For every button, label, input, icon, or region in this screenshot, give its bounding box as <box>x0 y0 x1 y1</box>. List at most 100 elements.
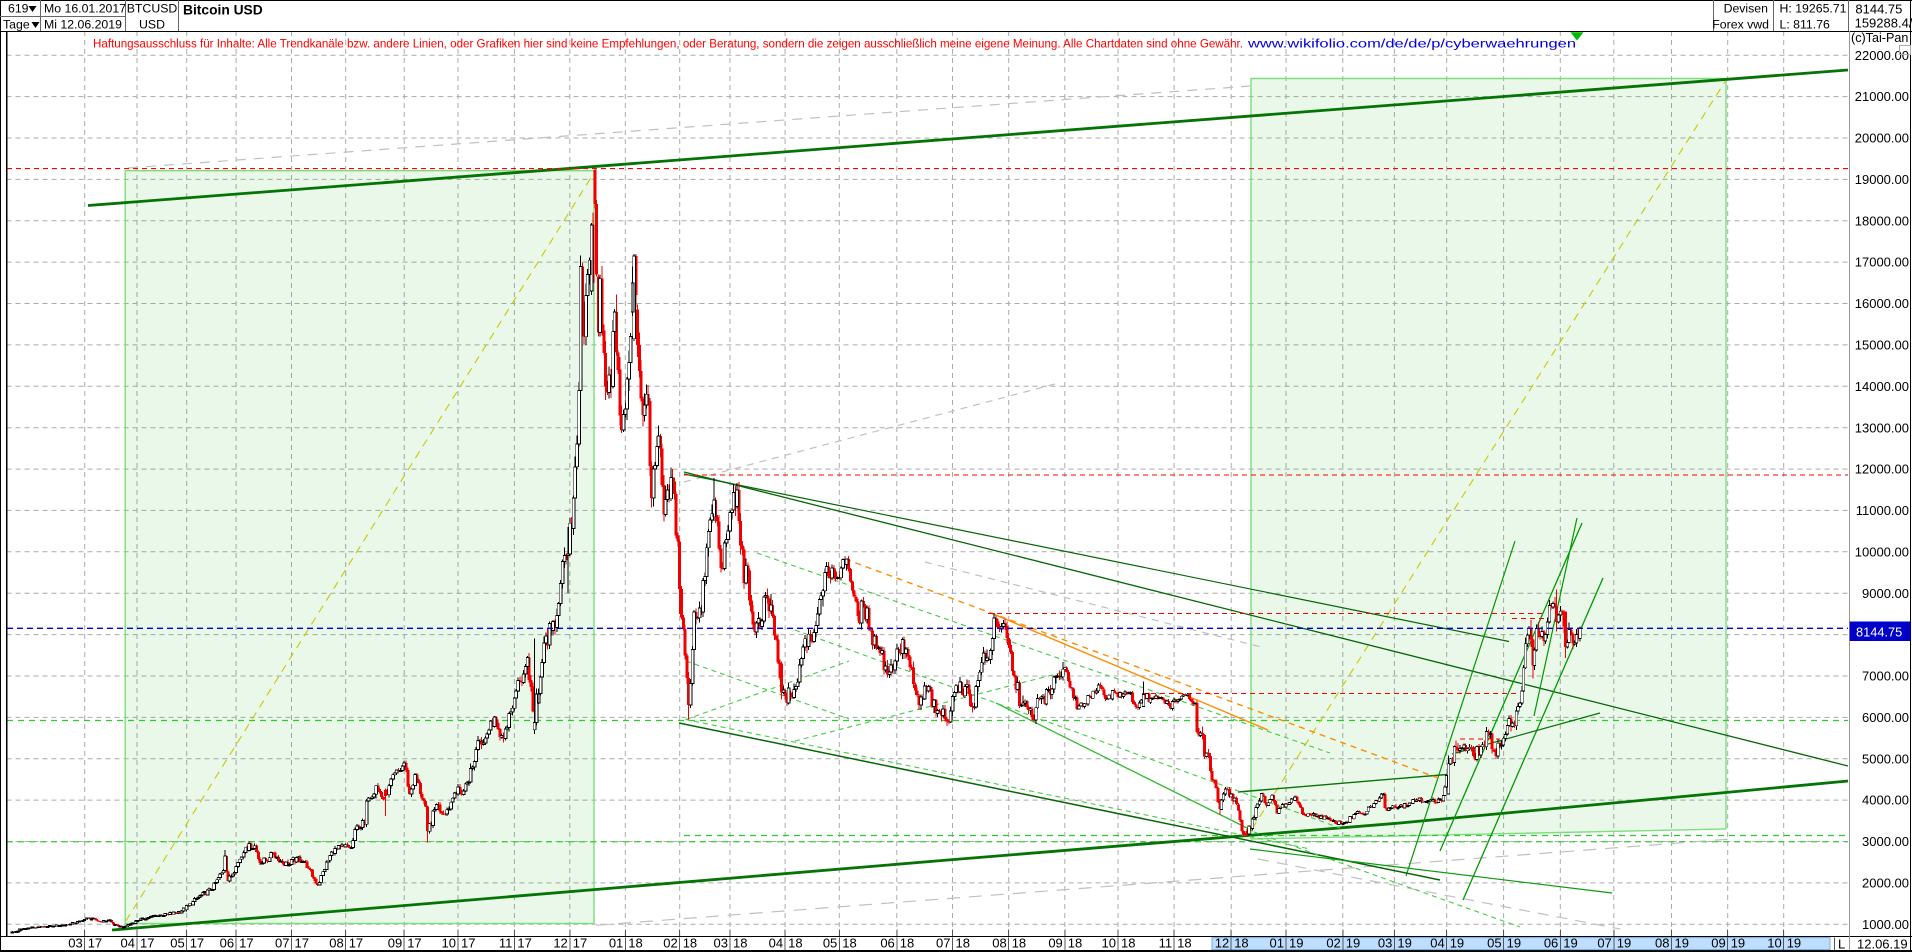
svg-text:19: 19 <box>1617 936 1631 951</box>
svg-text:18: 18 <box>1012 936 1026 951</box>
svg-text:17: 17 <box>517 936 531 951</box>
svg-text:18: 18 <box>683 936 697 951</box>
svg-text:19: 19 <box>1675 936 1689 951</box>
svg-text:BTCUSD: BTCUSD <box>127 2 178 16</box>
svg-text:Mi 12.06.2019: Mi 12.06.2019 <box>44 18 122 32</box>
svg-text:18: 18 <box>1234 936 1248 951</box>
svg-text:4000.00: 4000.00 <box>1862 793 1909 808</box>
svg-text:05: 05 <box>1487 936 1501 951</box>
svg-text:8144.75: 8144.75 <box>1855 2 1902 17</box>
svg-text:18: 18 <box>733 936 747 951</box>
svg-text:8144.75: 8144.75 <box>1856 625 1902 640</box>
svg-text:17: 17 <box>239 936 253 951</box>
svg-text:02: 02 <box>1326 936 1340 951</box>
svg-text:18: 18 <box>1121 936 1135 951</box>
svg-text:11: 11 <box>499 936 513 951</box>
svg-text:12000.00: 12000.00 <box>1855 462 1909 477</box>
svg-text:19: 19 <box>1450 936 1464 951</box>
svg-text:5000.00: 5000.00 <box>1862 751 1909 766</box>
svg-text:14000.00: 14000.00 <box>1855 379 1909 394</box>
svg-text:19: 19 <box>1289 936 1303 951</box>
svg-text:09: 09 <box>1048 936 1062 951</box>
svg-text:01: 01 <box>1270 936 1284 951</box>
svg-text:08: 08 <box>1655 936 1669 951</box>
svg-text:11: 11 <box>1159 936 1173 951</box>
svg-text:02: 02 <box>663 936 677 951</box>
svg-text:10: 10 <box>1102 936 1116 951</box>
svg-text:17: 17 <box>573 936 587 951</box>
svg-text:17: 17 <box>461 936 475 951</box>
svg-text:18: 18 <box>842 936 856 951</box>
svg-text:19: 19 <box>1507 936 1521 951</box>
svg-text:18: 18 <box>956 936 970 951</box>
svg-text:159288.4/: 159288.4/ <box>1855 16 1912 31</box>
svg-text:18: 18 <box>1068 936 1082 951</box>
svg-text:16000.00: 16000.00 <box>1855 296 1909 311</box>
svg-text:01: 01 <box>609 936 623 951</box>
svg-text:H: 19265.71: H: 19265.71 <box>1780 2 1847 16</box>
svg-text:13000.00: 13000.00 <box>1855 420 1909 435</box>
svg-text:03: 03 <box>68 936 82 951</box>
svg-text:19: 19 <box>1731 936 1745 951</box>
svg-text:6000.00: 6000.00 <box>1862 710 1909 725</box>
svg-text:Devisen: Devisen <box>1724 2 1769 16</box>
svg-text:10000.00: 10000.00 <box>1855 544 1909 559</box>
svg-text:L: 811.76: L: 811.76 <box>1780 18 1831 32</box>
svg-text:17: 17 <box>295 936 309 951</box>
svg-text:19000.00: 19000.00 <box>1855 172 1909 187</box>
svg-text:11000.00: 11000.00 <box>1856 503 1909 518</box>
svg-text:19: 19 <box>1346 936 1360 951</box>
svg-text:Haftungsausschluss für Inhalte: Haftungsausschluss für Inhalte: Alle Tre… <box>93 37 1243 51</box>
svg-text:08: 08 <box>992 936 1006 951</box>
svg-text:17: 17 <box>88 936 102 951</box>
svg-text:2000.00: 2000.00 <box>1862 876 1909 891</box>
svg-text:09: 09 <box>1711 936 1725 951</box>
svg-text:12: 12 <box>1215 936 1229 951</box>
svg-text:05: 05 <box>170 936 184 951</box>
svg-text:17: 17 <box>407 936 421 951</box>
svg-text:10: 10 <box>1767 936 1781 951</box>
svg-text:06: 06 <box>880 936 894 951</box>
svg-text:03: 03 <box>714 936 728 951</box>
svg-text:18000.00: 18000.00 <box>1855 213 1909 228</box>
svg-text:03: 03 <box>1378 936 1392 951</box>
svg-text:Mo 16.01.2017: Mo 16.01.2017 <box>44 2 126 16</box>
svg-text:Forex vwd: Forex vwd <box>1712 18 1769 32</box>
svg-text:06: 06 <box>220 936 234 951</box>
svg-text:www.wikifolio.com/de/de/p/cybe: www.wikifolio.com/de/de/p/cyberwaehrunge… <box>1247 37 1576 51</box>
svg-text:619: 619 <box>8 2 29 16</box>
svg-text:18: 18 <box>788 936 802 951</box>
svg-text:17: 17 <box>190 936 204 951</box>
svg-text:21000.00: 21000.00 <box>1855 89 1909 104</box>
svg-text:USD: USD <box>139 18 165 32</box>
svg-text:05: 05 <box>823 936 837 951</box>
svg-text:9000.00: 9000.00 <box>1862 586 1909 601</box>
svg-text:07: 07 <box>936 936 950 951</box>
svg-text:20000.00: 20000.00 <box>1855 131 1909 146</box>
svg-text:07: 07 <box>1597 936 1611 951</box>
svg-text:10: 10 <box>442 936 456 951</box>
svg-text:18: 18 <box>1177 936 1191 951</box>
svg-text:18: 18 <box>900 936 914 951</box>
svg-text:06: 06 <box>1544 936 1558 951</box>
svg-text:07: 07 <box>275 936 289 951</box>
svg-text:18: 18 <box>628 936 642 951</box>
svg-text:19: 19 <box>1563 936 1577 951</box>
svg-text:04: 04 <box>121 936 135 951</box>
svg-text:7000.00: 7000.00 <box>1862 669 1909 684</box>
svg-text:1000.00: 1000.00 <box>1862 917 1909 932</box>
svg-text:12.06.19: 12.06.19 <box>1857 937 1908 952</box>
svg-text:19: 19 <box>1397 936 1411 951</box>
svg-text:3000.00: 3000.00 <box>1862 834 1909 849</box>
svg-text:17: 17 <box>140 936 154 951</box>
svg-text:04: 04 <box>769 936 783 951</box>
svg-text:08: 08 <box>329 936 343 951</box>
svg-text:Bitcoin USD: Bitcoin USD <box>183 3 263 18</box>
svg-text:19: 19 <box>1787 936 1801 951</box>
svg-text:09: 09 <box>388 936 402 951</box>
svg-text:15000.00: 15000.00 <box>1855 338 1909 353</box>
svg-text:12: 12 <box>553 936 567 951</box>
svg-text:(c)Tai-Pan: (c)Tai-Pan <box>1851 31 1908 45</box>
svg-text:22000.00: 22000.00 <box>1855 48 1909 63</box>
svg-text:17: 17 <box>349 936 363 951</box>
